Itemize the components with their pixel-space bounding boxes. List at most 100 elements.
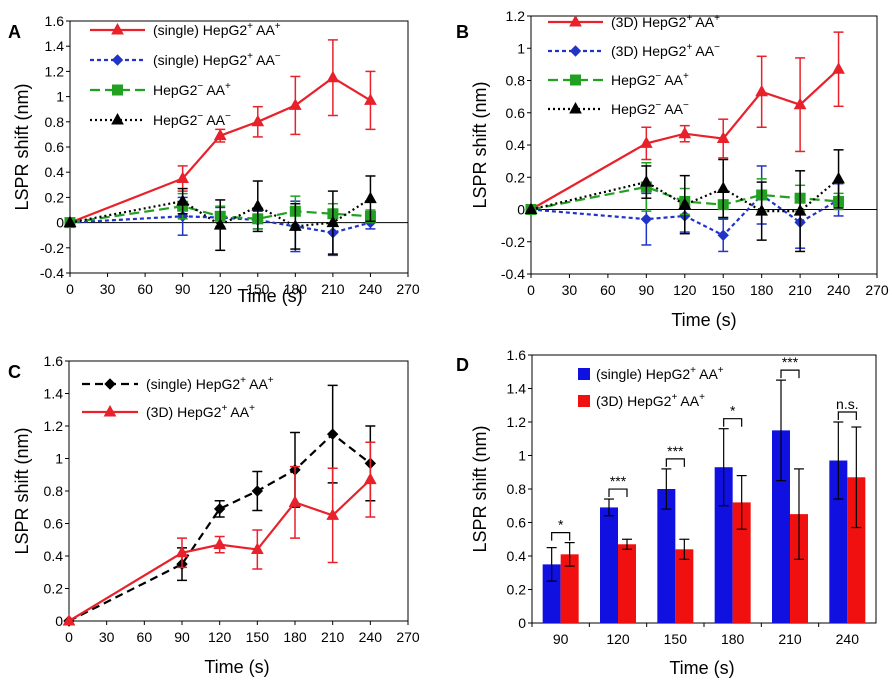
y-tick-label-B: 1.2: [506, 8, 526, 24]
data-point-B-s3: [716, 181, 730, 194]
significance-bracket-D: [723, 418, 743, 427]
legend-label-A-s3: HepG2− AA−: [153, 111, 231, 128]
x-tick-label-B: 210: [788, 282, 812, 298]
data-point-B-s1: [640, 213, 653, 225]
x-tick-label-C: 90: [174, 629, 190, 645]
data-point-A-s0: [213, 128, 227, 141]
y-axis-label-B: LSPR shift (nm): [470, 81, 490, 208]
x-axis-label-B: Time (s): [671, 310, 736, 330]
significance-label-D: ***: [667, 443, 684, 459]
data-point-A-s3: [63, 215, 77, 228]
y-tick-label-A: 0.4: [45, 164, 65, 180]
significance-label-D: ***: [782, 354, 799, 370]
x-tick-label-A: 90: [175, 281, 191, 297]
x-tick-label-B: 30: [562, 282, 578, 298]
y-tick-label-D: 1.6: [507, 347, 527, 363]
y-tick-label-C: 0.4: [44, 548, 64, 564]
data-point-A-s3: [213, 218, 227, 230]
x-tick-label-A: 30: [100, 281, 116, 297]
x-tick-label-D: 90: [553, 631, 569, 647]
legend-label-B-s1: (3D) HepG2+ AA−: [611, 42, 720, 59]
x-tick-label-B: 120: [673, 282, 697, 298]
data-point-C-s1: [288, 495, 302, 507]
legend-marker-C-s1: [103, 404, 117, 417]
x-tick-label-A: 120: [209, 281, 233, 297]
data-point-B-s3: [793, 204, 807, 216]
y-tick-label-B: 0.8: [506, 73, 526, 89]
significance-bracket-D: [780, 369, 800, 379]
y-axis-label-C: LSPR shift (nm): [12, 427, 32, 554]
y-tick-label-A: 1.4: [45, 38, 65, 54]
x-tick-label-C: 210: [321, 629, 345, 645]
data-point-B-s0: [793, 97, 807, 110]
y-axis-label-A: LSPR shift (nm): [12, 83, 32, 210]
bar-D-s1: [732, 502, 751, 623]
data-point-C-s0: [326, 428, 339, 440]
data-point-B-s0: [639, 136, 653, 148]
legend-marker-A-s3: [111, 112, 124, 125]
x-tick-label-C: 60: [137, 629, 153, 645]
panel-label-A: A: [8, 22, 21, 42]
data-point-C-s1: [213, 537, 227, 550]
y-tick-label-B: 0.2: [506, 169, 526, 185]
y-tick-label-A: -0.4: [40, 265, 64, 281]
data-point-B-s0: [716, 131, 730, 144]
y-tick-label-D: 1.4: [507, 381, 527, 397]
y-tick-label-A: 1: [56, 89, 64, 105]
x-tick-label-C: 270: [396, 629, 420, 645]
data-point-B-s0: [755, 84, 769, 97]
legend-label-A-s2: HepG2− AA+: [153, 81, 231, 98]
x-tick-label-D: 210: [778, 631, 802, 647]
x-tick-label-B: 240: [827, 282, 851, 298]
x-tick-label-C: 180: [283, 629, 307, 645]
x-tick-label-D: 240: [836, 631, 860, 647]
significance-bracket-D: [551, 531, 571, 541]
y-tick-label-D: 1: [518, 448, 526, 464]
legend-marker-B-s2: [570, 74, 581, 86]
y-tick-label-B: 0.6: [506, 105, 526, 121]
x-tick-label-B: 180: [750, 282, 774, 298]
bar-D-s0: [829, 460, 848, 623]
significance-label-D: *: [558, 517, 564, 533]
y-tick-label-C: 1: [55, 451, 63, 467]
bar-D-s0: [542, 564, 561, 623]
data-point-B-s1: [717, 229, 729, 242]
data-point-C-s1: [250, 542, 264, 554]
x-tick-label-C: 0: [65, 629, 73, 645]
data-point-A-s0: [176, 171, 190, 183]
y-tick-label-B: 0: [517, 202, 525, 218]
data-point-B-s0: [678, 126, 692, 139]
data-point-C-s1: [175, 545, 189, 558]
y-tick-label-C: 0: [55, 613, 63, 629]
legend-label-A-s1: (single) HepG2+ AA−: [153, 51, 281, 68]
y-tick-label-C: 1.6: [44, 353, 64, 369]
data-point-B-s3: [639, 175, 653, 187]
x-tick-label-A: 210: [321, 281, 345, 297]
significance-bracket-D: [608, 488, 628, 498]
bar-D-s1: [790, 514, 808, 623]
data-point-A-s3: [288, 219, 302, 231]
bar-D-s1: [618, 544, 636, 623]
x-tick-label-B: 0: [527, 282, 535, 298]
y-tick-label-B: 1: [517, 40, 525, 56]
y-tick-label-A: 0: [56, 215, 64, 231]
y-tick-label-C: 0.8: [44, 483, 64, 499]
bar-D-s1: [675, 549, 694, 623]
x-tick-label-B: 90: [639, 282, 655, 298]
y-tick-label-A: 0.8: [45, 114, 65, 130]
x-axis-label-D: Time (s): [669, 658, 734, 678]
legend-marker-C-s0: [104, 378, 116, 390]
y-tick-label-B: -0.2: [501, 234, 525, 250]
y-tick-label-D: 0.4: [507, 548, 527, 564]
x-tick-label-A: 60: [137, 281, 153, 297]
legend-marker-B-s3: [569, 101, 582, 114]
legend-label-C-s1: (3D) HepG2+ AA+: [146, 403, 255, 420]
data-point-C-s1: [326, 508, 340, 520]
legend-swatch-D-s1: [578, 395, 590, 407]
data-point-B-s3: [832, 171, 845, 184]
legend-label-B-s0: (3D) HepG2+ AA+: [611, 13, 720, 30]
panel-label-D: D: [456, 355, 469, 375]
x-tick-label-C: 120: [208, 629, 232, 645]
data-point-C-s0: [213, 503, 226, 515]
